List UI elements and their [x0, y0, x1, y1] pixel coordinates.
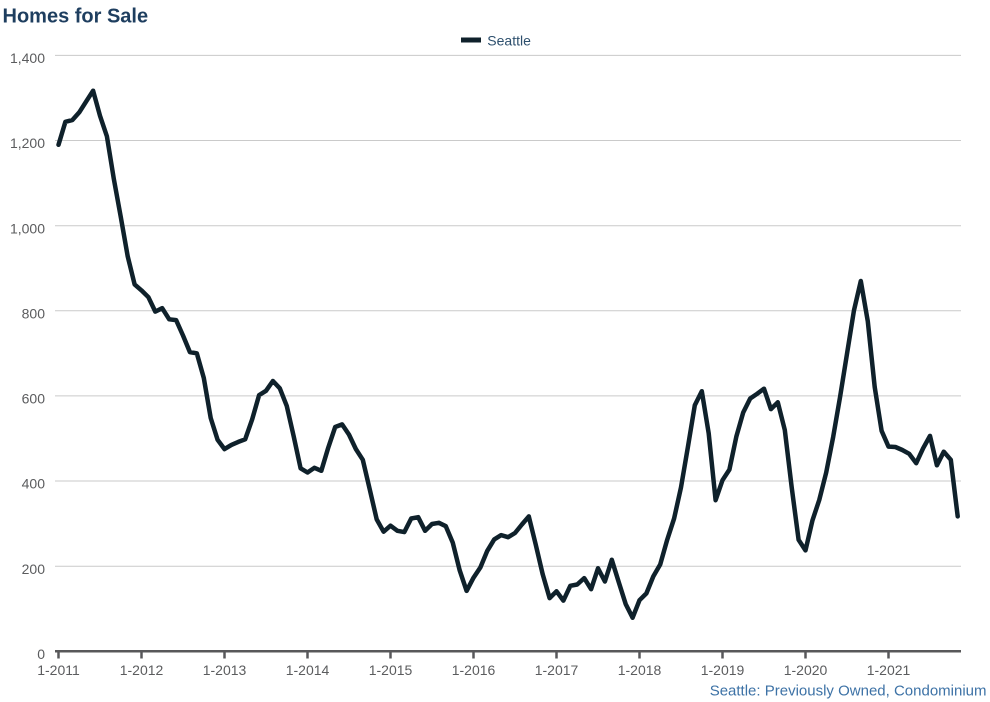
svg-text:1-2015: 1-2015 — [369, 662, 413, 678]
svg-text:1-2017: 1-2017 — [535, 662, 579, 678]
svg-text:1-2018: 1-2018 — [618, 662, 662, 678]
svg-text:Seattle: Seattle — [487, 33, 531, 49]
svg-text:400: 400 — [22, 476, 46, 492]
svg-text:1-2014: 1-2014 — [286, 662, 330, 678]
svg-text:1-2019: 1-2019 — [701, 662, 745, 678]
svg-text:1,000: 1,000 — [10, 220, 45, 236]
svg-text:1,200: 1,200 — [10, 135, 45, 151]
svg-text:1-2013: 1-2013 — [203, 662, 247, 678]
svg-text:1-2020: 1-2020 — [784, 662, 828, 678]
svg-text:200: 200 — [22, 561, 46, 577]
svg-text:800: 800 — [22, 306, 46, 322]
svg-text:1-2016: 1-2016 — [452, 662, 496, 678]
svg-text:600: 600 — [22, 391, 46, 407]
svg-text:Homes for Sale: Homes for Sale — [3, 6, 149, 28]
svg-text:1-2012: 1-2012 — [120, 662, 164, 678]
svg-text:0: 0 — [37, 646, 45, 662]
svg-text:1-2021: 1-2021 — [867, 662, 911, 678]
svg-text:Seattle: Previously Owned, Con: Seattle: Previously Owned, Condominium — [710, 682, 987, 699]
svg-text:1,400: 1,400 — [10, 50, 45, 66]
svg-text:1-2011: 1-2011 — [37, 662, 80, 678]
